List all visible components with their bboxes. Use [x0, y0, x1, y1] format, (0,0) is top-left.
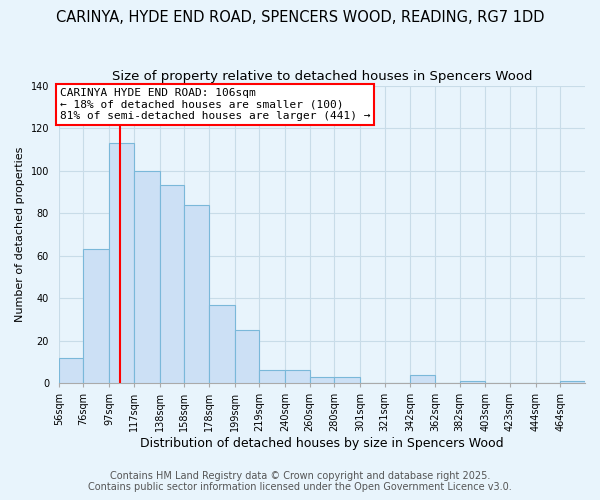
Text: CARINYA HYDE END ROAD: 106sqm
← 18% of detached houses are smaller (100)
81% of : CARINYA HYDE END ROAD: 106sqm ← 18% of d… [60, 88, 371, 121]
Bar [410, 374, 435, 383]
Bar [209, 304, 235, 383]
Bar [59, 358, 83, 383]
Title: Size of property relative to detached houses in Spencers Wood: Size of property relative to detached ho… [112, 70, 532, 83]
Text: Contains HM Land Registry data © Crown copyright and database right 2025.
Contai: Contains HM Land Registry data © Crown c… [88, 471, 512, 492]
Bar [310, 377, 334, 383]
Bar [109, 143, 134, 383]
Bar [134, 170, 160, 383]
Y-axis label: Number of detached properties: Number of detached properties [15, 146, 25, 322]
Bar [184, 204, 209, 383]
Bar [83, 249, 109, 383]
Bar [285, 370, 310, 383]
Text: CARINYA, HYDE END ROAD, SPENCERS WOOD, READING, RG7 1DD: CARINYA, HYDE END ROAD, SPENCERS WOOD, R… [56, 10, 544, 25]
Bar [235, 330, 259, 383]
X-axis label: Distribution of detached houses by size in Spencers Wood: Distribution of detached houses by size … [140, 437, 504, 450]
Bar [160, 186, 184, 383]
Bar [460, 381, 485, 383]
Bar [259, 370, 285, 383]
Bar [560, 381, 585, 383]
Bar [334, 377, 360, 383]
